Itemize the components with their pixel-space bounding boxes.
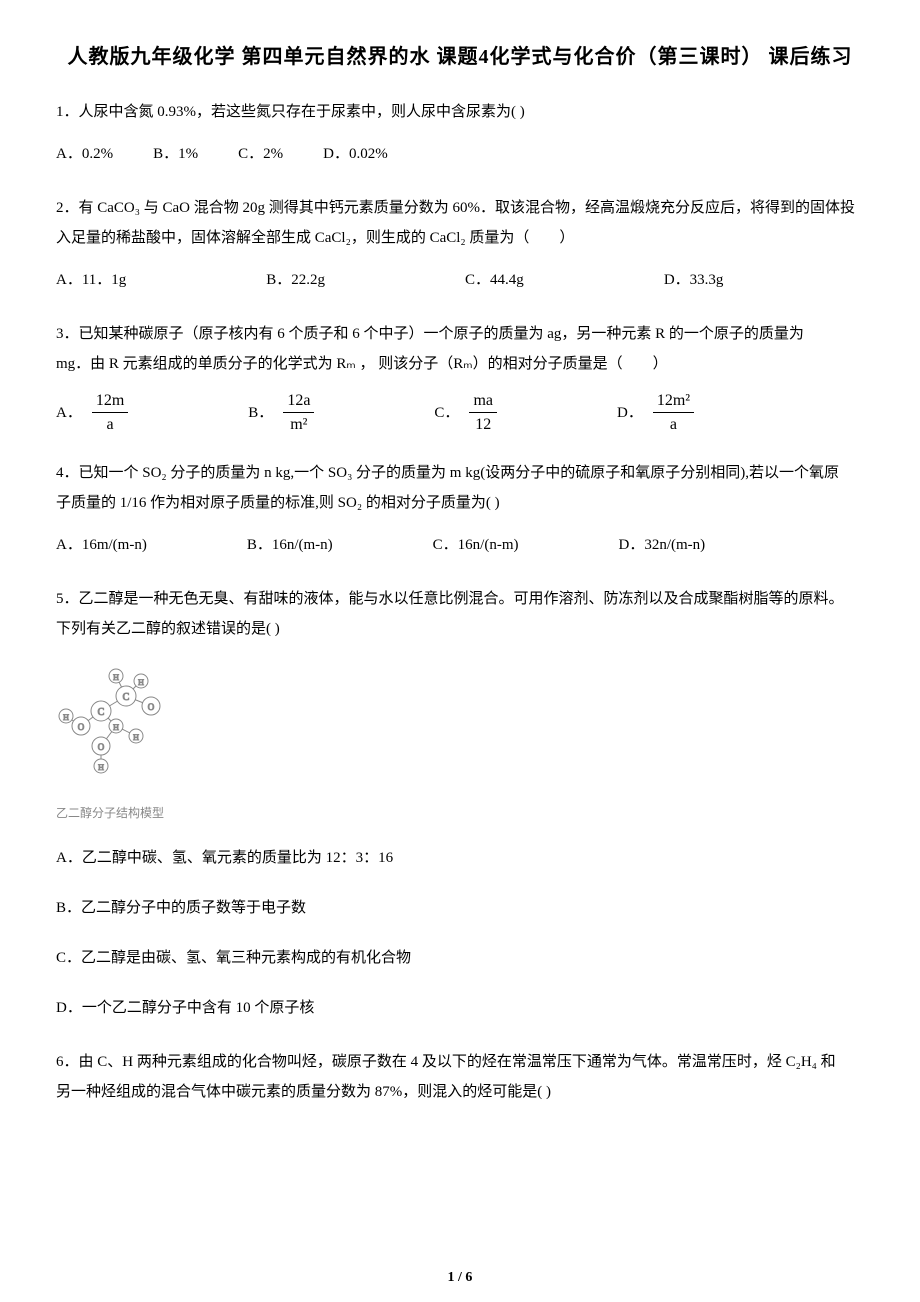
q3-options: A． 12m a B． 12a m² C． ma 12 D． 12m² a — [56, 391, 864, 434]
q3-line2: mg．由 R 元素组成的单质分子的化学式为 Rₘ ， 则该分子（Rₘ）的相对分子… — [56, 356, 668, 372]
q1-opt-c: C．2% — [238, 139, 283, 169]
q5-line1: 5．乙二醇是一种无色无臭、有甜味的液体，能与水以任意比例混合。可用作溶剂、防冻剂… — [56, 591, 844, 607]
fraction-icon: 12m² a — [653, 391, 694, 434]
q2-opt-d: D．33.3g — [664, 265, 724, 295]
q5-opt-a: A．乙二醇中碳、氢、氧元素的质量比为 12：3：16 — [56, 843, 864, 873]
q6-line1: 6．由 C、H 两种元素组成的化合物叫烃，碳原子数在 4 及以下的烃在常温常压下… — [56, 1054, 836, 1070]
q1-opt-b: B．1% — [153, 139, 198, 169]
q3-opt-b: B． 12a m² — [248, 391, 314, 434]
q3-line1: 3．已知某种碳原子（原子核内有 6 个质子和 6 个中子）一个原子的质量为 ag… — [56, 326, 804, 342]
q1-opt-d: D．0.02% — [323, 139, 388, 169]
fraction-icon: 12m a — [92, 391, 128, 434]
q3-a-num: 12m — [92, 391, 128, 413]
molecule-figure: C C O O O H H H H H H — [56, 656, 864, 797]
q4-opt-b: B．16n/(m-n) — [247, 530, 333, 560]
q4-options: A．16m/(m-n) B．16n/(m-n) C．16n/(n-m) D．32… — [56, 530, 864, 560]
svg-text:H: H — [113, 723, 119, 732]
q2-line1: 2．有 CaCO₃ 与 CaO 混合物 20g 测得其中钙元素质量分数为 60%… — [56, 200, 855, 216]
question-2: 2．有 CaCO₃ 与 CaO 混合物 20g 测得其中钙元素质量分数为 60%… — [56, 193, 864, 295]
q1-text: 1．人尿中含氮 0.93%，若这些氮只存在于尿素中，则人尿中含尿素为( ) — [56, 97, 864, 127]
q5-opt-d: D．一个乙二醇分子中含有 10 个原子核 — [56, 993, 864, 1023]
q5-text: 5．乙二醇是一种无色无臭、有甜味的液体，能与水以任意比例混合。可用作溶剂、防冻剂… — [56, 584, 864, 644]
q3-d-den: a — [670, 413, 677, 434]
q2-opt-c: C．44.4g — [465, 265, 524, 295]
question-1: 1．人尿中含氮 0.93%，若这些氮只存在于尿素中，则人尿中含尿素为( ) A．… — [56, 97, 864, 169]
question-4: 4．已知一个 SO₂ 分子的质量为 n kg,一个 SO₃ 分子的质量为 m k… — [56, 458, 864, 560]
svg-text:H: H — [98, 763, 104, 772]
svg-text:C: C — [123, 692, 130, 703]
q3-opt-a: A． 12m a — [56, 391, 128, 434]
fraction-icon: ma 12 — [469, 391, 497, 434]
q2-opt-b: B．22.2g — [266, 265, 325, 295]
svg-text:H: H — [133, 733, 139, 742]
svg-text:H: H — [63, 713, 69, 722]
q3-c-label: C． — [434, 398, 459, 428]
svg-text:O: O — [148, 702, 155, 712]
q4-opt-d: D．32n/(m-n) — [618, 530, 705, 560]
q3-c-num: ma — [469, 391, 497, 413]
svg-text:C: C — [98, 707, 105, 718]
q1-opt-a: A．0.2% — [56, 139, 113, 169]
q2-line2: 入足量的稀盐酸中，固体溶解全部生成 CaCl₂，则生成的 CaCl₂ 质量为（ … — [56, 230, 574, 246]
q1-options: A．0.2% B．1% C．2% D．0.02% — [56, 139, 864, 169]
q5-opt-c: C．乙二醇是由碳、氢、氧三种元素构成的有机化合物 — [56, 943, 864, 973]
q5-line2: 下列有关乙二醇的叙述错误的是( ) — [56, 621, 280, 637]
question-6: 6．由 C、H 两种元素组成的化合物叫烃，碳原子数在 4 及以下的烃在常温常压下… — [56, 1047, 864, 1107]
q3-b-num: 12a — [283, 391, 314, 413]
fraction-icon: 12a m² — [283, 391, 314, 434]
q5-opt-b: B．乙二醇分子中的质子数等于电子数 — [56, 893, 864, 923]
page-footer: 1 / 6 — [0, 1270, 920, 1286]
q4-text: 4．已知一个 SO₂ 分子的质量为 n kg,一个 SO₃ 分子的质量为 m k… — [56, 458, 864, 518]
q4-line1: 4．已知一个 SO₂ 分子的质量为 n kg,一个 SO₃ 分子的质量为 m k… — [56, 465, 839, 481]
q3-text: 3．已知某种碳原子（原子核内有 6 个质子和 6 个中子）一个原子的质量为 ag… — [56, 319, 864, 379]
molecule-caption: 乙二醇分子结构模型 — [56, 801, 864, 825]
q4-line2: 子质量的 1/16 作为相对原子质量的标准,则 SO₂ 的相对分子质量为( ) — [56, 495, 500, 511]
q5-options: A．乙二醇中碳、氢、氧元素的质量比为 12：3：16 B．乙二醇分子中的质子数等… — [56, 843, 864, 1023]
question-3: 3．已知某种碳原子（原子核内有 6 个质子和 6 个中子）一个原子的质量为 ag… — [56, 319, 864, 434]
q3-d-num: 12m² — [653, 391, 694, 413]
q3-a-label: A． — [56, 398, 82, 428]
q4-opt-c: C．16n/(n-m) — [433, 530, 519, 560]
question-5: 5．乙二醇是一种无色无臭、有甜味的液体，能与水以任意比例混合。可用作溶剂、防冻剂… — [56, 584, 864, 1023]
q3-b-label: B． — [248, 398, 273, 428]
svg-text:O: O — [78, 722, 85, 732]
molecule-diagram-icon: C C O O O H H H H H H — [56, 656, 176, 786]
q2-opt-a: A．11．1g — [56, 265, 126, 295]
q2-text: 2．有 CaCO₃ 与 CaO 混合物 20g 测得其中钙元素质量分数为 60%… — [56, 193, 864, 253]
q3-opt-c: C． ma 12 — [434, 391, 497, 434]
q3-a-den: a — [107, 413, 114, 434]
svg-text:O: O — [98, 742, 105, 752]
q6-text: 6．由 C、H 两种元素组成的化合物叫烃，碳原子数在 4 及以下的烃在常温常压下… — [56, 1047, 864, 1107]
page-title: 人教版九年级化学 第四单元自然界的水 课题4化学式与化合价（第三课时） 课后练习 — [56, 40, 864, 69]
q3-b-den: m² — [290, 413, 307, 434]
q4-opt-a: A．16m/(m-n) — [56, 530, 147, 560]
q3-d-label: D． — [617, 398, 643, 428]
q6-line2: 另一种烃组成的混合气体中碳元素的质量分数为 87%，则混入的烃可能是( ) — [56, 1084, 551, 1100]
svg-text:H: H — [113, 673, 119, 682]
q3-opt-d: D． 12m² a — [617, 391, 694, 434]
svg-text:H: H — [138, 678, 144, 687]
q3-c-den: 12 — [475, 413, 491, 434]
q2-options: A．11．1g B．22.2g C．44.4g D．33.3g — [56, 265, 864, 295]
